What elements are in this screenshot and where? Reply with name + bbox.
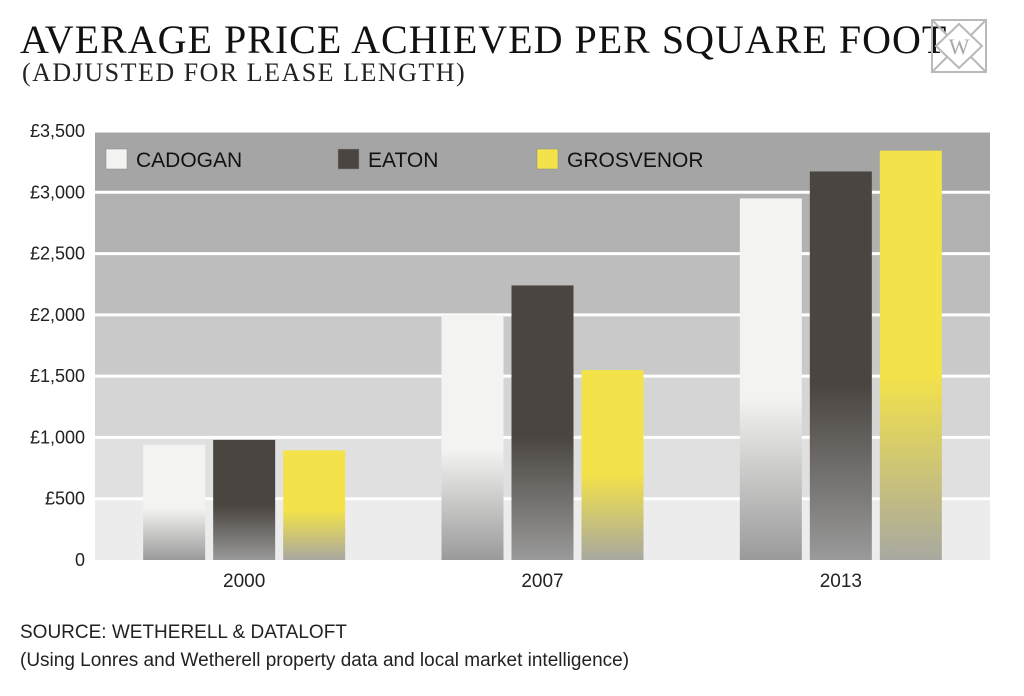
logo-letter: W (949, 34, 970, 59)
source-note: (Using Lonres and Wetherell property dat… (20, 650, 630, 671)
x-tick-label: 2000 (223, 571, 265, 592)
bar-eaton-2007 (511, 285, 574, 560)
bar-grosvenor-2013 (879, 150, 942, 560)
y-tick-label: £2,500 (30, 244, 85, 264)
y-tick-label: 0 (75, 550, 85, 570)
chart-title: AVERAGE PRICE ACHIEVED PER SQUARE FOOT (20, 17, 948, 62)
legend-swatch-eaton (337, 148, 360, 170)
y-tick-label: £2,000 (30, 305, 85, 325)
legend-label-eaton: EATON (368, 149, 438, 172)
chart-subtitle: (ADJUSTED FOR LEASE LENGTH) (22, 58, 467, 87)
y-tick-label: £500 (45, 489, 85, 509)
legend: CADOGAN EATON GROSVENOR (105, 148, 704, 172)
bar-cadogan-2013 (739, 198, 802, 560)
y-tick-label: £3,500 (30, 121, 85, 141)
wetherell-logo-icon: W (931, 19, 987, 73)
bar-eaton-2000 (213, 439, 276, 560)
y-tick-label: £3,000 (30, 182, 85, 202)
legend-swatch-grosvenor (536, 148, 559, 170)
bar-grosvenor-2000 (283, 450, 346, 560)
x-tick-label: 2007 (521, 571, 563, 592)
bar-eaton-2013 (809, 171, 872, 560)
y-tick-label: £1,000 (30, 427, 85, 447)
bar-cadogan-2007 (441, 314, 504, 560)
bars (143, 150, 942, 560)
legend-swatch-cadogan (105, 148, 128, 170)
x-tick-label: 2013 (820, 571, 862, 592)
legend-label-grosvenor: GROSVENOR (567, 149, 704, 172)
bar-cadogan-2000 (143, 444, 206, 560)
x-axis-labels: 2000 2007 2013 (223, 571, 862, 592)
source-text: SOURCE: WETHERELL & DATALOFT (20, 622, 347, 643)
bar-grosvenor-2007 (581, 370, 644, 560)
y-tick-label: £1,500 (30, 366, 85, 386)
y-axis-ticks: 0 £500 £1,000 £1,500 £2,000 £2,500 £3,000 £3,50… (30, 121, 85, 570)
legend-label-cadogan: CADOGAN (136, 149, 242, 172)
